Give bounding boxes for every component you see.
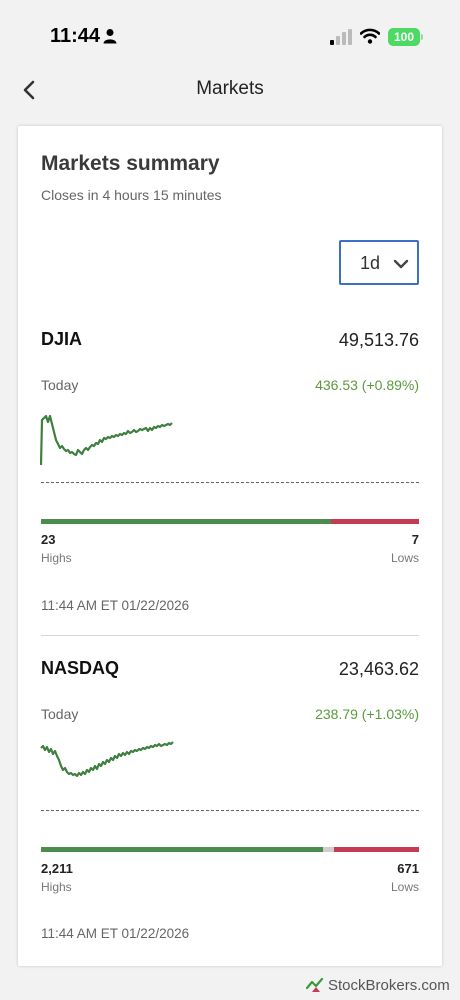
- update-timestamp: 11:44 AM ET 01/22/2026: [41, 926, 190, 941]
- reference-line: [41, 810, 419, 811]
- wifi-icon: [359, 28, 381, 49]
- status-time: 11:44: [50, 25, 101, 47]
- lows-label: Lows: [390, 551, 419, 565]
- highs-label: Highs: [41, 880, 72, 894]
- cellular-signal-icon: [330, 29, 352, 50]
- battery-tip: [421, 34, 423, 40]
- breadth-down-segment: [333, 847, 419, 852]
- sparkline-chart-djia: [40, 414, 173, 466]
- lows-label: Lows: [390, 880, 419, 894]
- lows-count: 7: [411, 532, 419, 547]
- index-name: DJIA: [41, 329, 83, 349]
- breadth-bar: [41, 847, 419, 852]
- lows-count: 671: [397, 861, 419, 876]
- today-label: Today: [41, 377, 79, 393]
- card-title: Markets summary: [41, 152, 220, 175]
- highs-count: 23: [41, 532, 56, 547]
- index-change: 238.79 (+1.03%): [315, 706, 419, 722]
- index-value: 23,463.62: [338, 659, 419, 679]
- period-select[interactable]: 1d: [339, 240, 419, 285]
- person-icon: [103, 28, 117, 49]
- update-timestamp: 11:44 AM ET 01/22/2026: [41, 598, 190, 613]
- battery-indicator: 100: [388, 28, 420, 46]
- back-button[interactable]: [16, 76, 44, 104]
- sparkline-chart-nasdaq: [40, 741, 174, 778]
- index-change: 436.53 (+0.89%): [315, 377, 419, 393]
- breadth-up-segment: [41, 847, 323, 852]
- breadth-unchanged-segment: [322, 847, 334, 852]
- chevron-left-icon: [23, 80, 35, 100]
- section-divider: [41, 635, 419, 636]
- stockbrokers-logo-icon: [305, 977, 324, 997]
- period-select-value: 1d: [360, 253, 381, 273]
- market-close-countdown: Closes in 4 hours 15 minutes: [41, 187, 222, 203]
- nav-bar: Markets: [0, 70, 460, 116]
- markets-summary-card: Markets summary Closes in 4 hours 15 min…: [18, 126, 442, 966]
- highs-label: Highs: [41, 551, 72, 565]
- watermark-text: StockBrokers.com: [328, 977, 450, 994]
- highs-count: 2,211: [41, 861, 73, 876]
- chevron-down-icon: [393, 257, 409, 275]
- reference-line: [41, 482, 419, 483]
- breadth-down-segment: [330, 519, 419, 524]
- index-name: NASDAQ: [41, 658, 120, 678]
- page-title: Markets: [196, 78, 264, 99]
- status-bar: 11:44 100: [0, 0, 460, 70]
- index-value: 49,513.76: [338, 330, 419, 350]
- today-label: Today: [41, 706, 79, 722]
- breadth-up-segment: [41, 519, 331, 524]
- breadth-bar: [41, 519, 419, 524]
